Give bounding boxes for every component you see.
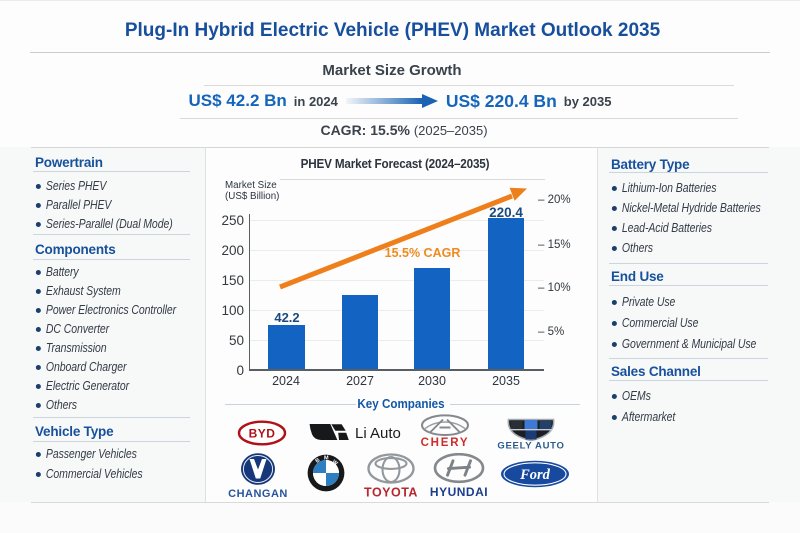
svg-text:BYD: BYD xyxy=(249,427,276,441)
svg-text:TOYOTA: TOYOTA xyxy=(364,486,418,500)
svg-text:M: M xyxy=(324,456,329,462)
svg-text:GEELY AUTO: GEELY AUTO xyxy=(497,441,564,451)
svg-text:W: W xyxy=(331,459,339,467)
svg-text:HYUNDAI: HYUNDAI xyxy=(430,485,488,498)
svg-text:B: B xyxy=(315,457,322,464)
svg-text:CHERY: CHERY xyxy=(421,437,470,448)
svg-text:CHANGAN: CHANGAN xyxy=(228,488,288,498)
svg-text:Ford: Ford xyxy=(519,467,551,483)
